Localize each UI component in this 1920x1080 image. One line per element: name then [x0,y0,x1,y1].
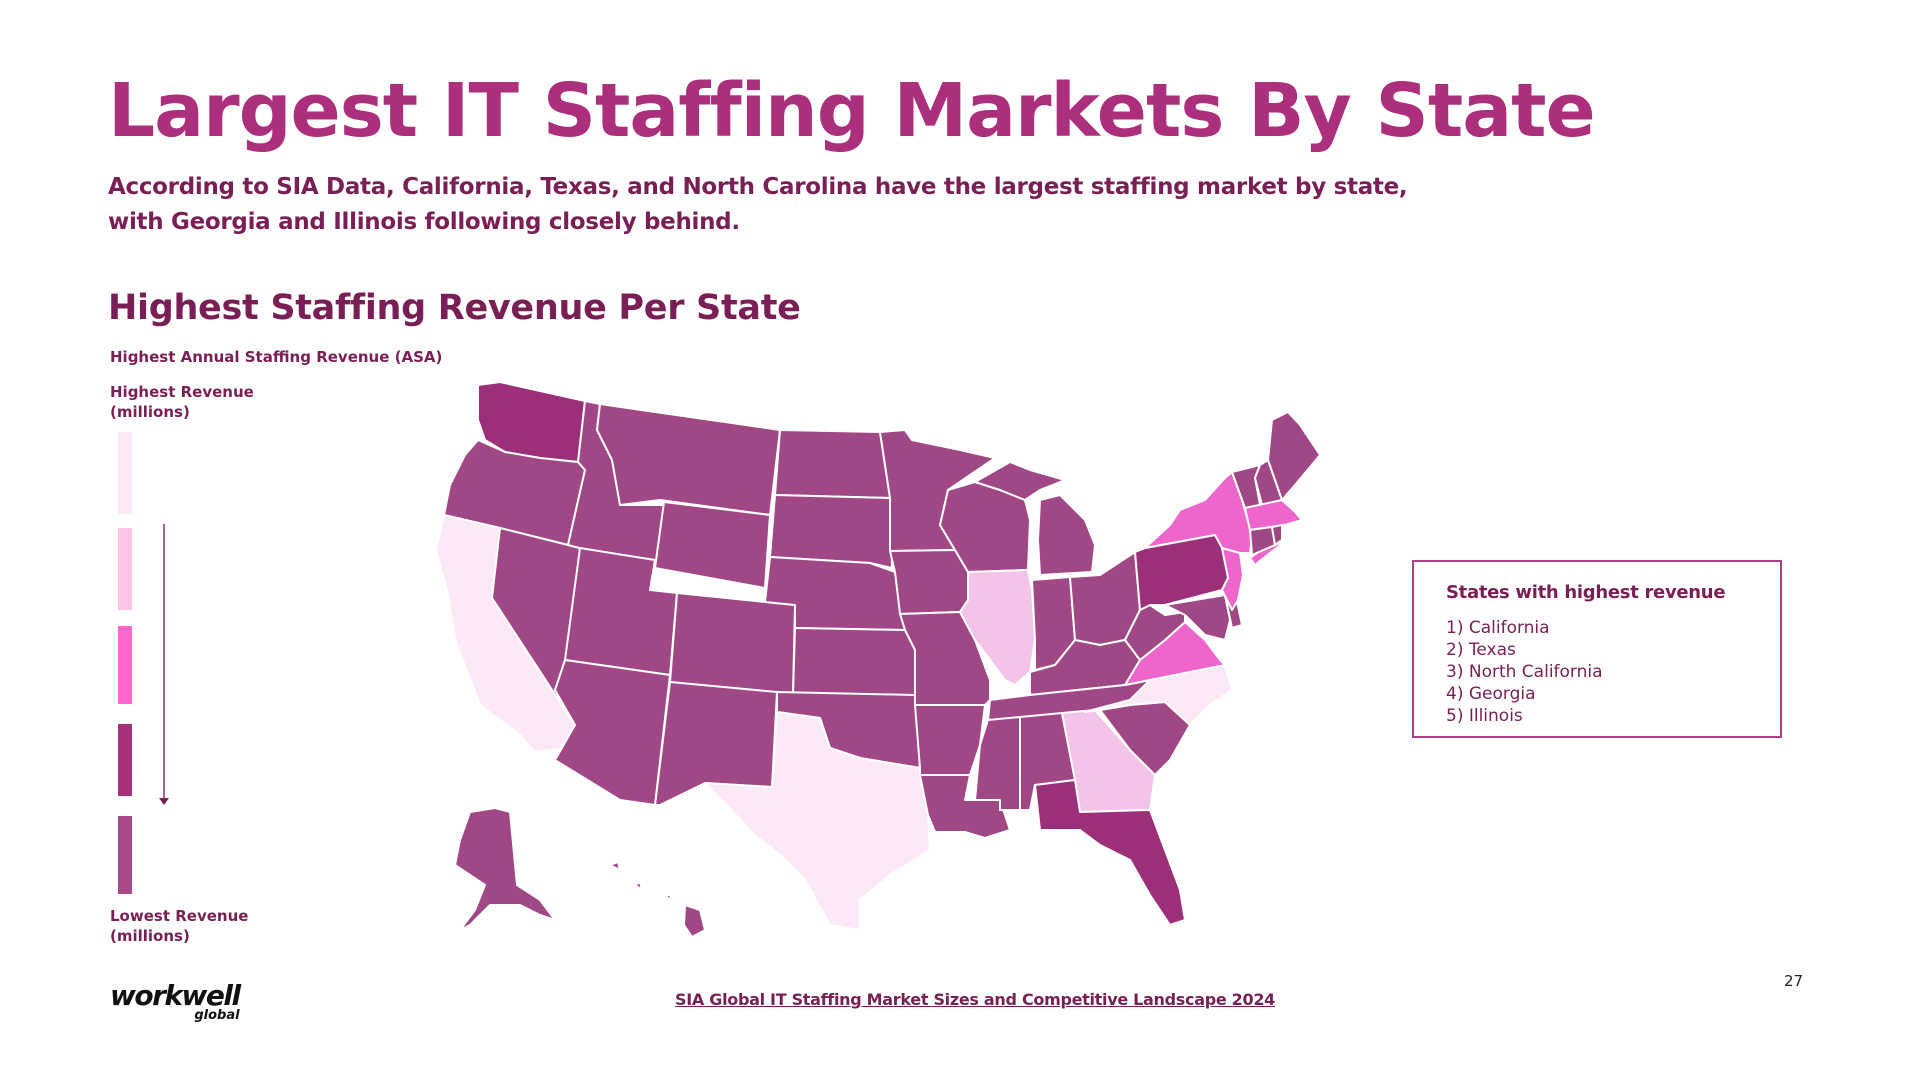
state-hawaii[interactable] [609,861,706,938]
state-michigan-up[interactable] [974,461,1066,501]
legend-swatch-tier-2 [118,528,132,610]
top-states-list: 1) California 2) Texas 3) North Californ… [1446,617,1748,727]
legend-bottom-label: Lowest Revenue (millions) [110,906,248,946]
legend-top-line-1: Highest Revenue [110,383,254,401]
state-north-carolina[interactable] [1084,664,1233,726]
subtitle: According to SIA Data, California, Texas… [108,170,1408,240]
legend-swatch-tier-5 [118,816,132,894]
state-montana[interactable] [596,403,781,516]
state-new-jersey[interactable] [1221,547,1244,611]
legend-top-label: Highest Revenue (millions) [110,382,254,422]
legend-caption: Highest Annual Staffing Revenue (ASA) [110,348,443,366]
subtitle-line-2: with Georgia and Illinois following clos… [108,209,740,235]
top-state-item: 5) Illinois [1446,706,1523,726]
top-states-title: States with highest revenue [1446,582,1726,603]
state-arizona[interactable] [554,659,671,806]
state-texas[interactable] [704,711,931,931]
state-kansas[interactable] [792,627,916,696]
state-north-dakota[interactable] [774,429,891,499]
state-south-dakota[interactable] [769,494,893,569]
state-rhode-island[interactable] [1271,524,1283,546]
page-number: 27 [1784,972,1804,990]
source-link[interactable]: SIA Global IT Staffing Market Sizes and … [675,990,1276,1009]
workwell-logo: workwell global [110,979,241,1024]
section-heading: Highest Staffing Revenue Per State [108,288,801,328]
legend-top-line-2: (millions) [110,403,190,421]
top-state-item: 2) Texas [1446,640,1516,660]
legend-bottom-line-2: (millions) [110,927,190,945]
state-iowa[interactable] [889,549,969,615]
us-choropleth-map [435,381,1321,938]
state-michigan[interactable] [1037,494,1096,576]
subtitle-line-1: According to SIA Data, California, Texas… [108,174,1408,200]
arrow-down-icon [159,798,169,805]
state-maine[interactable] [1267,411,1321,501]
legend-bottom-line-1: Lowest Revenue [110,907,249,925]
state-wyoming[interactable] [654,501,771,589]
state-louisiana[interactable] [919,774,1011,839]
state-alaska[interactable] [454,807,556,931]
legend-arrow-line [163,524,165,800]
page-title: Largest IT Staffing Markets By State [108,68,1596,154]
top-state-item: 4) Georgia [1446,684,1536,704]
state-arkansas[interactable] [914,704,986,776]
top-states-box: States with highest revenue 1) Californi… [1412,560,1782,738]
logo-subtext: global [194,1008,240,1023]
legend-swatch-tier-4 [118,724,132,796]
legend-swatch-tier-1 [118,432,132,514]
legend-swatch-tier-3 [118,626,132,704]
top-state-item: 3) North California [1446,662,1603,682]
state-colorado[interactable] [669,592,796,696]
logo-wordmark: workwell [110,979,241,1012]
top-state-item: 1) California [1446,618,1550,638]
state-florida[interactable] [1034,779,1186,926]
